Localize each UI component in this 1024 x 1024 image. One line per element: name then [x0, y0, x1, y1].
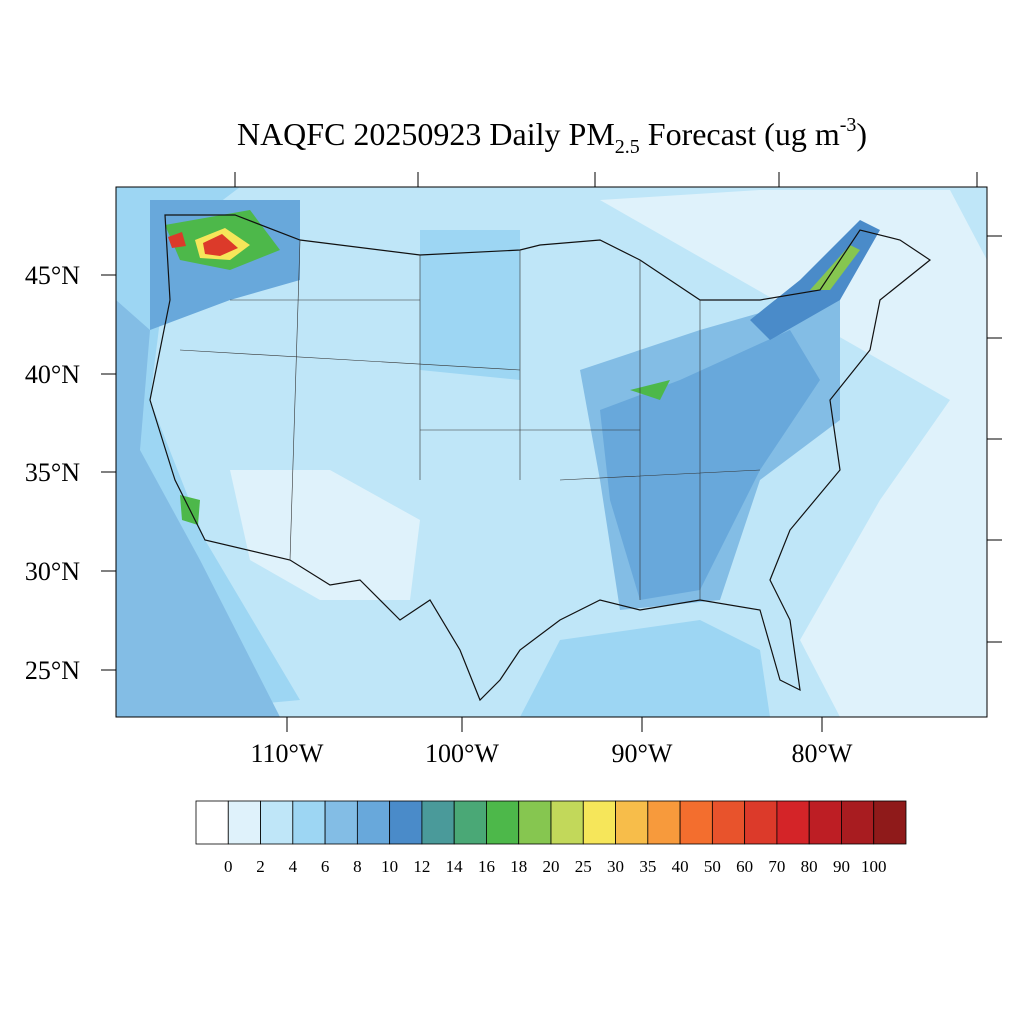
atlantic-clean [600, 190, 987, 717]
colorbar-box [260, 800, 294, 845]
colorbar-label: 90 [833, 857, 850, 876]
colorbar-box [324, 800, 358, 845]
colorbar-box [356, 800, 391, 845]
lon-label: 80°W [792, 739, 853, 768]
title-superscript: -3 [840, 114, 857, 136]
colorbar-label: 80 [801, 857, 818, 876]
midwest-smoke [630, 380, 670, 400]
southwest-clean [230, 470, 420, 600]
colorbar-box [744, 800, 778, 845]
colorbar-label: 20 [543, 857, 560, 876]
colorbar-label: 12 [413, 857, 430, 876]
colorbar-label: 70 [768, 857, 785, 876]
colorbar-label: 14 [446, 857, 464, 876]
colorbar-box [711, 800, 746, 845]
colorbar-label: 18 [510, 857, 527, 876]
fire-core [203, 234, 238, 256]
colorbar-label: 16 [478, 857, 495, 876]
lat-label: 40°N [25, 360, 80, 389]
colorbar-box [292, 800, 326, 845]
lat-label: 30°N [25, 557, 80, 586]
fire-core-west [168, 232, 186, 248]
colorbar-box [841, 800, 875, 845]
title-subscript: 2.5 [615, 136, 640, 158]
colorbar-box [873, 800, 907, 845]
colorbar-label: 8 [353, 857, 362, 876]
title-rest: Forecast (ug m [640, 116, 840, 152]
lat-label: 25°N [25, 656, 80, 685]
colorbar-label: 4 [289, 857, 298, 876]
colorbar-label: 40 [672, 857, 689, 876]
lon-label: 110°W [251, 739, 324, 768]
colorbar-label: 0 [224, 857, 233, 876]
colorbar-label: 35 [639, 857, 656, 876]
colorbar-box [518, 800, 552, 845]
map [101, 172, 1002, 732]
state-borders [179, 239, 761, 600]
map-title: NAQFC 20250923 Daily PM2.5 Forecast (ug … [237, 114, 867, 158]
colorbar-label: 2 [256, 857, 265, 876]
colorbar-box [582, 800, 616, 845]
colorbar-box [679, 800, 713, 845]
colorbar-label: 100 [861, 857, 887, 876]
colorbar-box [615, 800, 649, 845]
axis-labels: 45°N 40°N 35°N 30°N 25°N 110°W 100°W 90°W 80°W [25, 261, 853, 768]
colorbar-label: 10 [381, 857, 398, 876]
pacific-haze-dense [116, 300, 280, 717]
us-outline [149, 214, 932, 702]
colorbar-label: 6 [321, 857, 330, 876]
title-main: NAQFC 20250923 Daily PM [237, 116, 615, 152]
colorbar-box [453, 800, 487, 845]
axis-ticks [101, 172, 1002, 732]
colorbar: 0 2 4 6 8 10 12 14 16 18 20 25 30 35 40 50 60 70 80 90 100 [195, 800, 907, 876]
colorbar-box [808, 800, 842, 845]
colorbar-box [195, 800, 229, 845]
colorbar-label: 25 [575, 857, 592, 876]
lon-label: 90°W [612, 739, 673, 768]
plains-haze [420, 230, 520, 380]
colorbar-box [776, 800, 810, 845]
colorbar-label: 50 [704, 857, 721, 876]
colorbar-box [647, 800, 681, 845]
title-close: ) [856, 116, 867, 152]
lon-label: 100°W [425, 739, 499, 768]
gulf-haze [520, 620, 770, 717]
colorbar-box [389, 800, 423, 845]
colorbar-box [486, 800, 520, 845]
lat-label: 35°N [25, 458, 80, 487]
colorbar-label: 30 [607, 857, 624, 876]
lat-label: 45°N [25, 261, 80, 290]
colorbar-box [421, 800, 455, 845]
colorbar-box [550, 800, 584, 845]
colorbar-label: 60 [736, 857, 753, 876]
map-frame [115, 186, 988, 718]
colorbar-box [227, 800, 261, 845]
